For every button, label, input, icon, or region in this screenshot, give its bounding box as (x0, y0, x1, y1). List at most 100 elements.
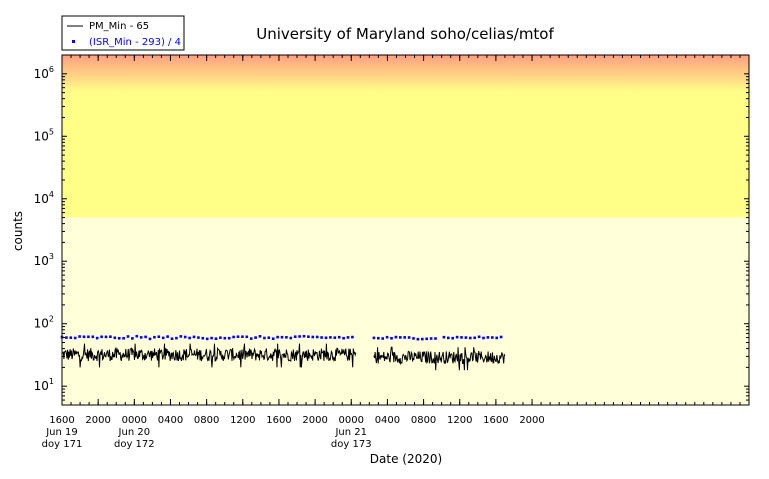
isr-series-point (473, 336, 476, 340)
isr-series-point (333, 336, 337, 339)
x-tick-label: 0000 (122, 415, 147, 426)
isr-series-point (482, 336, 485, 340)
isr-series-point (122, 337, 125, 340)
isr-series-point (315, 335, 319, 339)
isr-series-point (491, 336, 494, 339)
y-tick-label: 101 (34, 377, 54, 393)
isr-series-point (307, 335, 310, 338)
isr-series-point (425, 337, 428, 341)
isr-series-point (245, 335, 249, 339)
isr-series-point (87, 335, 90, 339)
x-tick-label: 0800 (411, 415, 436, 426)
isr-series-point (298, 335, 301, 338)
y-tick-label: 106 (34, 65, 54, 81)
isr-series-point (377, 336, 380, 340)
isr-series-point (113, 336, 117, 340)
isr-series-point (249, 337, 253, 340)
isr-series-point (477, 335, 481, 339)
isr-series-point (412, 337, 415, 340)
x-tick-label: 0800 (194, 415, 219, 426)
isr-series-point (320, 336, 323, 339)
isr-series-point (170, 337, 174, 340)
isr-series-point (495, 336, 498, 340)
background-band (62, 55, 749, 93)
isr-series-point (65, 336, 68, 339)
isr-series-point (175, 336, 178, 340)
x-tick-doy-label: doy 171 (42, 439, 83, 450)
y-tick-label: 104 (34, 190, 54, 206)
legend-box (61, 15, 185, 51)
isr-series-point (258, 335, 262, 338)
isr-series-point (192, 335, 196, 339)
isr-series-point (183, 335, 187, 339)
isr-series-point (351, 335, 354, 339)
isr-series-point (464, 336, 468, 339)
isr-series-point (179, 335, 183, 338)
isr-series-point (135, 334, 139, 338)
isr-series-point (214, 337, 218, 340)
pm-series-line (373, 346, 506, 371)
isr-series-point (346, 336, 350, 339)
isr-series-point (285, 336, 288, 339)
isr-series-point (394, 335, 398, 339)
isr-series-point (73, 336, 77, 340)
x-tick-label: 1600 (49, 415, 74, 426)
isr-series-point (276, 335, 279, 339)
background-bands (62, 55, 749, 405)
isr-series-point (416, 337, 420, 341)
isr-series-point (241, 335, 244, 338)
isr-series-point (153, 335, 156, 339)
isr-series-point (91, 335, 95, 339)
isr-series-point (486, 336, 490, 339)
background-band (62, 92, 749, 218)
x-tick-label: 0400 (158, 415, 183, 426)
isr-series-point (210, 336, 213, 340)
x-tick-doy-label: doy 173 (331, 439, 372, 450)
isr-series-point (223, 336, 227, 340)
x-axis-label: Date (2020) (370, 452, 442, 466)
legend-point-swatch (72, 40, 75, 43)
isr-series-point (139, 336, 143, 339)
isr-series-point (302, 334, 306, 338)
chart-title: University of Maryland soho/celias/mtof (256, 25, 554, 43)
isr-series-point (469, 336, 472, 340)
background-band (62, 217, 749, 405)
isr-series-point (399, 336, 402, 339)
legend: PM_Min - 65 (ISR_Min - 293) / 4 (61, 15, 185, 51)
x-tick-doy-label: doy 172 (114, 439, 155, 450)
y-axis: 101 102 103 104 105 106 (34, 54, 749, 406)
isr-series-point (254, 336, 257, 339)
x-tick-label: 1600 (266, 415, 291, 426)
isr-series-point (289, 336, 293, 340)
isr-series-point (161, 336, 165, 340)
isr-series-point (324, 336, 328, 340)
y-tick-label: 105 (34, 127, 54, 143)
isr-series-point (82, 335, 86, 339)
isr-series-point (311, 335, 315, 339)
isr-series-point (390, 337, 393, 340)
isr-series-point (227, 336, 231, 340)
x-tick-label: 2000 (302, 415, 327, 426)
x-tick-label: 2000 (85, 415, 110, 426)
isr-series-point (117, 337, 121, 340)
isr-series-point (271, 337, 275, 340)
x-tick-label: 1200 (230, 415, 255, 426)
isr-series-point (407, 336, 411, 339)
isr-series-point (100, 335, 103, 339)
isr-series-point (455, 335, 459, 339)
isr-series-point (434, 337, 437, 340)
isr-series-point (381, 337, 384, 340)
isr-series-point (429, 337, 433, 340)
isr-series-point (205, 337, 209, 341)
isr-series-point (109, 335, 112, 338)
isr-series-point (188, 336, 191, 340)
x-tick-label: 2000 (519, 415, 544, 426)
isr-series-point (131, 337, 134, 340)
isr-series-point (385, 335, 389, 339)
isr-series-point (267, 336, 271, 339)
isr-series-point (442, 335, 446, 339)
isr-series-point (329, 336, 332, 339)
x-tick-label: 1600 (483, 415, 508, 426)
isr-series-point (460, 336, 463, 339)
